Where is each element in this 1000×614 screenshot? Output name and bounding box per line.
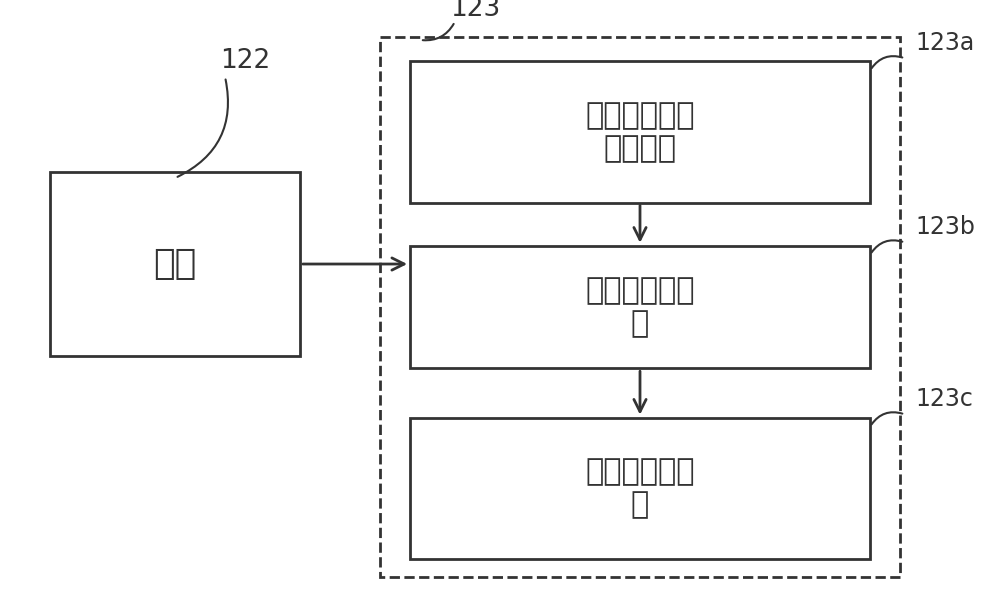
Bar — [410, 418, 870, 559]
Text: 123b: 123b — [915, 215, 975, 239]
Text: 数据预处理模
块: 数据预处理模 块 — [585, 276, 695, 338]
Text: 123: 123 — [450, 0, 500, 22]
Text: 激光散斜衬比
计算模块: 激光散斜衬比 计算模块 — [585, 101, 695, 163]
Text: 相机: 相机 — [153, 247, 197, 281]
Bar — [410, 61, 870, 203]
Text: 123a: 123a — [915, 31, 974, 55]
Bar — [50, 172, 300, 356]
Bar — [410, 246, 870, 368]
Bar — [380, 37, 900, 577]
Text: 123c: 123c — [915, 387, 973, 411]
Text: 122: 122 — [220, 49, 270, 74]
Text: 粨弹性计算模
块: 粨弹性计算模 块 — [585, 457, 695, 519]
